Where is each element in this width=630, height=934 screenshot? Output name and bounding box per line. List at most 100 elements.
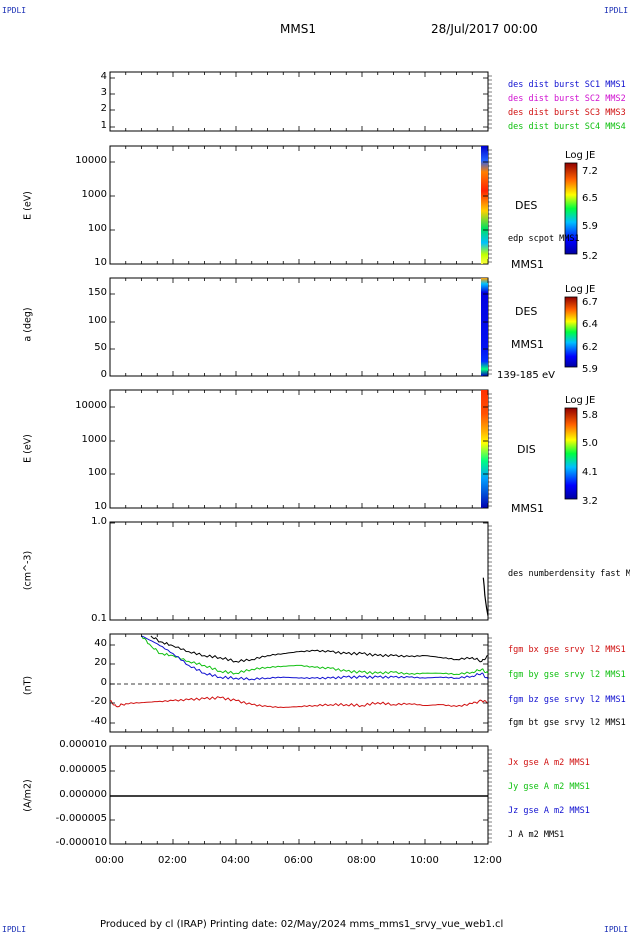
time-tick-label: 06:00 xyxy=(284,855,313,866)
colorbars xyxy=(564,162,578,500)
panel5-ylabel: (cm^-3) xyxy=(22,550,34,591)
colorbar-des-pitch xyxy=(564,296,578,368)
corner-label-bottom-left: IPDLI xyxy=(2,925,27,934)
colorbar-dis-energy xyxy=(564,407,578,500)
corner-label-top-right: IPDLI xyxy=(604,6,629,15)
colorbar2-tick: 6.7 xyxy=(582,297,598,308)
panel2-species: DES xyxy=(515,199,538,212)
spectrogram-layer xyxy=(481,146,488,508)
legend-sc1: des dist burst SC1 MMS1 xyxy=(508,80,626,90)
corner-label-top-left: IPDLI xyxy=(2,6,27,15)
y-tick-label: 10000 xyxy=(75,400,107,411)
time-tick-label: 00:00 xyxy=(95,855,124,866)
y-tick-label: 3 xyxy=(100,87,107,98)
panel2-scpot-label: edp scpot MMS1 xyxy=(508,234,580,244)
colorbar2-tick: 5.9 xyxy=(582,364,598,375)
panel-frame-p1 xyxy=(109,71,489,132)
time-tick-label: 02:00 xyxy=(158,855,187,866)
density-legend: des numberdensity fast M xyxy=(508,569,630,579)
y-tick-label: 100 xyxy=(87,223,107,234)
colorbar1-tick: 5.2 xyxy=(582,251,598,262)
colorbar1-tick: 5.9 xyxy=(582,221,598,232)
y-tick-label: 0.000000 xyxy=(59,789,107,800)
y-tick-label: 10 xyxy=(94,501,107,512)
y-tick-label: 1000 xyxy=(81,434,107,445)
panel7-ylabel: (A/m2) xyxy=(22,779,34,812)
legend-bz: fgm bz gse srvy l2 MMS1 xyxy=(508,695,626,705)
legend-jx: Jx gse A m2 MMS1 xyxy=(508,758,590,768)
legend-j: J A m2 MMS1 xyxy=(508,830,565,840)
series-line xyxy=(110,696,489,709)
panel-frame-p6 xyxy=(109,633,489,733)
colorbar3-tick: 5.0 xyxy=(582,438,598,449)
panel-frame-p5 xyxy=(109,521,489,621)
panel3-sat-label: MMS1 xyxy=(511,338,544,351)
y-tick-label: 4 xyxy=(100,71,107,82)
legend-bx: fgm bx gse srvy l2 MMS1 xyxy=(508,645,626,655)
series-line xyxy=(141,635,489,681)
y-tick-label: 0.000010 xyxy=(59,739,107,750)
des-pitch-angle-spectrogram-strip xyxy=(481,278,488,376)
y-tick-label: 1 xyxy=(100,120,107,131)
legend-sc4: des dist burst SC4 MMS4 xyxy=(508,122,626,132)
axis-ticks xyxy=(109,72,492,845)
colorbar1-tick: 7.2 xyxy=(582,166,598,177)
y-tick-label: 0.1 xyxy=(91,613,107,624)
y-tick-label: 40 xyxy=(94,638,107,649)
time-tick-label: 08:00 xyxy=(347,855,376,866)
panel3-energy-range: 139-185 eV xyxy=(497,370,555,381)
y-tick-label: 1000 xyxy=(81,189,107,200)
panel6-ylabel: (nT) xyxy=(22,675,34,696)
des-energy-spectrogram-strip xyxy=(481,146,488,264)
panel3-ylabel: a (deg) xyxy=(22,307,34,342)
panel4-sat-label: MMS1 xyxy=(511,502,544,515)
series-line xyxy=(150,635,489,663)
legend-jy: Jy gse A m2 MMS1 xyxy=(508,782,590,792)
colorbar2-tick: 6.4 xyxy=(582,319,598,330)
time-tick-label: 12:00 xyxy=(473,855,502,866)
footer-credit: Produced by cl (IRAP) Printing date: 02/… xyxy=(100,919,504,930)
y-tick-label: 10000 xyxy=(75,155,107,166)
density-line xyxy=(482,577,489,617)
colorbar3-tick: 3.2 xyxy=(582,496,598,507)
y-tick-label: -20 xyxy=(90,696,107,707)
corner-label-bottom-right: IPDLI xyxy=(604,925,629,934)
data-lines xyxy=(110,577,489,797)
panel-frame-p4 xyxy=(109,389,489,509)
time-tick-label: 10:00 xyxy=(410,855,439,866)
legend-by: fgm by gse srvy l2 MMS1 xyxy=(508,670,626,680)
colorbar3-tick: 4.1 xyxy=(582,467,598,478)
y-tick-label: -0.000005 xyxy=(55,813,107,824)
colorbar1-title: Log JE xyxy=(565,150,596,161)
dis-energy-spectrogram-strip xyxy=(481,390,488,508)
panel-frame-p3 xyxy=(109,277,489,377)
y-tick-label: 10 xyxy=(94,257,107,268)
y-tick-label: 100 xyxy=(87,467,107,478)
y-tick-label: 1.0 xyxy=(91,516,107,527)
y-tick-label: -40 xyxy=(90,716,107,727)
y-tick-label: 50 xyxy=(94,342,107,353)
y-tick-label: 20 xyxy=(94,657,107,668)
time-tick-label: 04:00 xyxy=(221,855,250,866)
panel3-species: DES xyxy=(515,305,538,318)
panel4-species: DIS xyxy=(517,443,536,456)
y-tick-label: 0 xyxy=(100,677,107,688)
spacecraft-title: MMS1 xyxy=(280,22,316,36)
panel4-ylabel: E (eV) xyxy=(22,434,34,463)
legend-jz: Jz gse A m2 MMS1 xyxy=(508,806,590,816)
colorbar1-tick: 6.5 xyxy=(582,193,598,204)
series-line xyxy=(141,635,489,676)
y-tick-label: 0 xyxy=(100,369,107,380)
colorbar2-tick: 6.2 xyxy=(582,342,598,353)
legend-sc3: des dist burst SC3 MMS3 xyxy=(508,108,626,118)
legend-bt: fgm bt gse srvy l2 MMS1 xyxy=(508,718,626,728)
colorbar3-tick: 5.8 xyxy=(582,410,598,421)
colorbar-des-energy xyxy=(564,162,578,255)
y-tick-label: 2 xyxy=(100,103,107,114)
legend-sc2: des dist burst SC2 MMS2 xyxy=(508,94,626,104)
panel-frame-p7 xyxy=(109,745,489,845)
panel2-ylabel: E (eV) xyxy=(22,191,34,220)
date-title: 28/Jul/2017 00:00 xyxy=(431,22,538,36)
colorbar3-title: Log JE xyxy=(565,395,596,406)
